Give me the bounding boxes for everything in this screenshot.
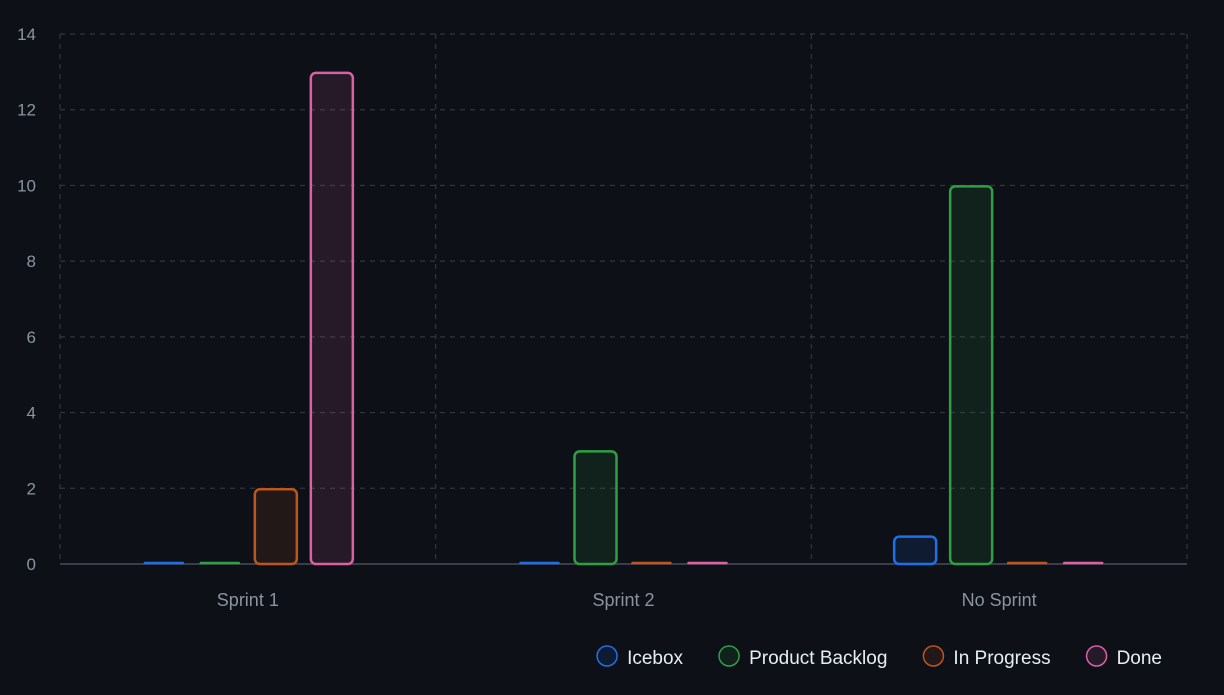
legend-marker-done[interactable] xyxy=(1085,645,1108,667)
y-tick-label: 2 xyxy=(27,479,36,498)
bar-product-backlog[interactable] xyxy=(948,185,994,566)
y-tick-label: 6 xyxy=(27,328,36,347)
legend-label[interactable]: Done xyxy=(1117,648,1162,669)
legend-marker-product-backlog[interactable] xyxy=(718,645,740,667)
legend-label[interactable]: In Progress xyxy=(953,648,1050,669)
legend-label[interactable]: Product Backlog xyxy=(749,648,887,669)
y-tick-label: 14 xyxy=(17,25,36,44)
x-tick-label: No Sprint xyxy=(962,590,1037,610)
legend-label[interactable]: Icebox xyxy=(627,648,683,669)
y-tick-label: 8 xyxy=(27,252,36,271)
bar-in-progress[interactable] xyxy=(253,488,299,566)
y-tick-label: 0 xyxy=(27,555,36,574)
legend-marker-icebox[interactable] xyxy=(596,645,618,667)
legend-marker-in-progress[interactable] xyxy=(922,645,945,667)
y-tick-label: 4 xyxy=(27,404,36,423)
bar-product-backlog[interactable] xyxy=(573,450,618,566)
y-tick-label: 12 xyxy=(17,101,36,120)
bar-done[interactable] xyxy=(309,71,355,566)
x-tick-label: Sprint 2 xyxy=(592,590,654,610)
bar-icebox[interactable] xyxy=(892,535,938,566)
y-tick-label: 10 xyxy=(17,176,36,195)
x-tick-label: Sprint 1 xyxy=(217,590,279,610)
